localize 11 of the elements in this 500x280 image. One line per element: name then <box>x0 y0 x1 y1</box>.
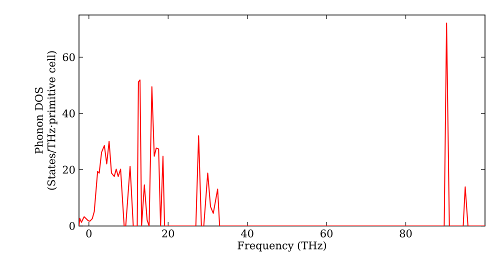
x-tick-label: 20 <box>162 230 174 238</box>
y-tick-label: 40 <box>62 110 75 118</box>
y-tick-label: 0 <box>70 222 75 230</box>
y-tick-label: 60 <box>62 53 75 62</box>
y-axis-title: Phonon DOS (States/THz·primitive cell) <box>34 51 58 190</box>
x-tick-label: 60 <box>320 230 333 238</box>
x-tick-label: 80 <box>400 230 412 238</box>
x-axis-title: Frequency (THz) <box>238 241 326 252</box>
x-tick-label: 0 <box>86 230 92 238</box>
x-tick-label: 40 <box>241 230 254 238</box>
y-tick-label: 20 <box>62 166 75 174</box>
